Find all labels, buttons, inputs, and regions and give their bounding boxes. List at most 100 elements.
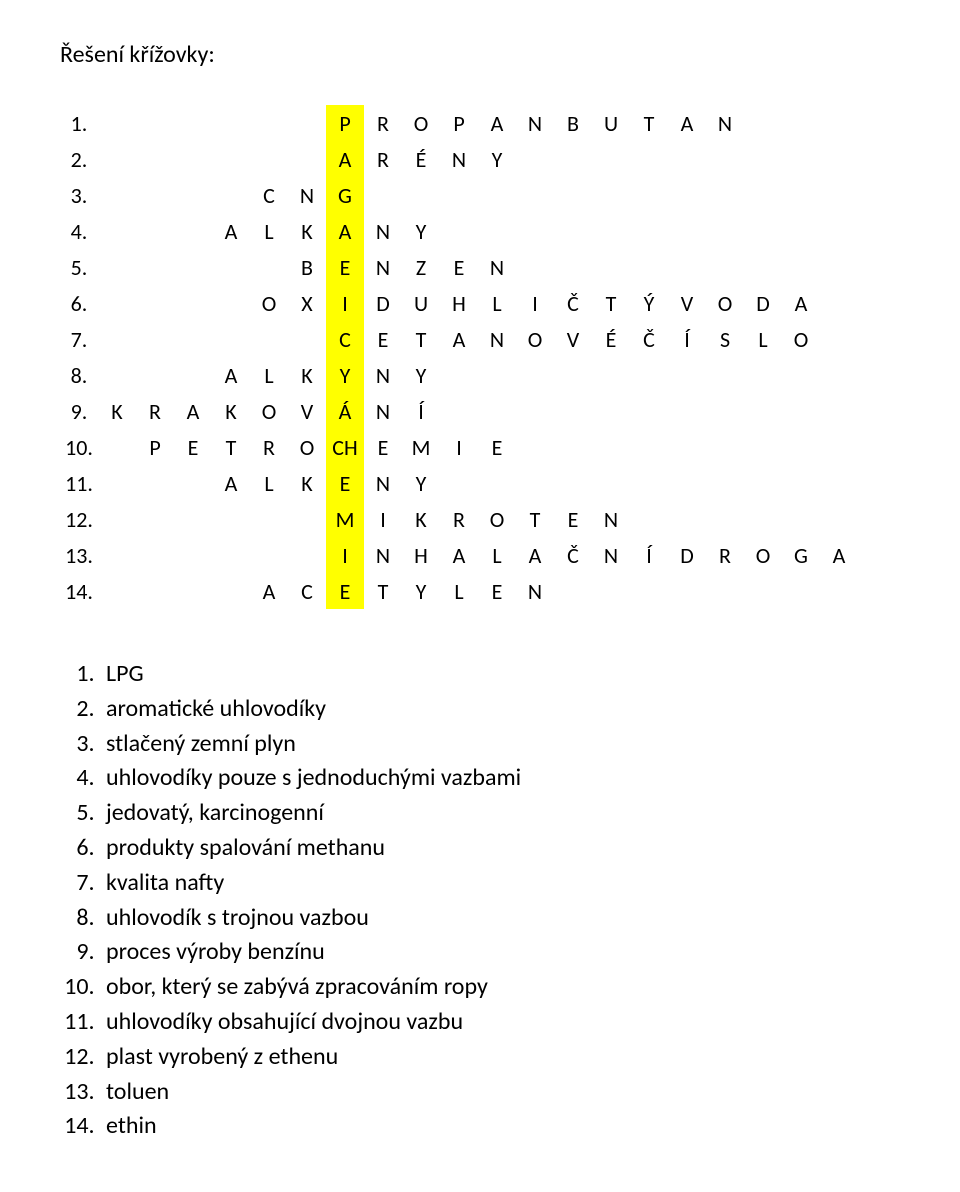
crossword-empty — [706, 141, 744, 177]
crossword-cell: A — [440, 321, 478, 357]
crossword-cell: R — [364, 105, 402, 141]
list-item: stlačený zemní plyn — [100, 727, 900, 762]
crossword-empty — [98, 573, 136, 609]
crossword-cell: A — [516, 537, 554, 573]
crossword-empty — [98, 213, 136, 249]
crossword-cell: E — [326, 465, 364, 501]
crossword-empty — [212, 141, 250, 177]
crossword-cell: O — [782, 321, 820, 357]
crossword-cell: A — [250, 573, 288, 609]
crossword-cell: E — [364, 429, 402, 465]
crossword-cell: N — [706, 105, 744, 141]
crossword-cell: U — [402, 285, 440, 321]
crossword-empty — [212, 249, 250, 285]
crossword-cell: I — [326, 285, 364, 321]
crossword-cell: N — [364, 357, 402, 393]
crossword-empty — [478, 177, 516, 213]
crossword-empty — [668, 357, 706, 393]
crossword-cell: S — [706, 321, 744, 357]
crossword-empty — [744, 213, 782, 249]
list-item: uhlovodíky obsahující dvojnou vazbu — [100, 1005, 900, 1040]
crossword-cell: G — [326, 177, 364, 213]
crossword-cell: L — [744, 321, 782, 357]
crossword-empty — [630, 357, 668, 393]
crossword-empty — [668, 573, 706, 609]
crossword-empty — [630, 213, 668, 249]
crossword-empty — [212, 177, 250, 213]
crossword-cell: K — [402, 501, 440, 537]
row-number: 8. — [60, 357, 98, 393]
table-row: 3.CNG — [60, 177, 858, 213]
crossword-cell: A — [326, 141, 364, 177]
row-number: 9. — [60, 393, 98, 429]
crossword-empty — [174, 357, 212, 393]
crossword-cell: Y — [402, 465, 440, 501]
row-number: 4. — [60, 213, 98, 249]
crossword-empty — [174, 285, 212, 321]
crossword-empty — [174, 573, 212, 609]
list-item: produkty spalování methanu — [100, 831, 900, 866]
crossword-cell: I — [516, 285, 554, 321]
crossword-cell: M — [402, 429, 440, 465]
crossword-empty — [136, 141, 174, 177]
crossword-empty — [250, 141, 288, 177]
crossword-empty — [630, 573, 668, 609]
crossword-cell: I — [440, 429, 478, 465]
crossword-cell: N — [288, 177, 326, 213]
crossword-empty — [668, 177, 706, 213]
crossword-empty — [250, 501, 288, 537]
crossword-empty — [706, 177, 744, 213]
table-row: 12.MIKROTEN — [60, 501, 858, 537]
clues-list: LPGaromatické uhlovodíkystlačený zemní p… — [60, 657, 900, 1144]
crossword-cell: O — [516, 321, 554, 357]
crossword-empty — [744, 177, 782, 213]
crossword-cell: Č — [630, 321, 668, 357]
crossword-cell: N — [516, 105, 554, 141]
crossword-empty — [516, 465, 554, 501]
crossword-cell: K — [98, 393, 136, 429]
crossword-grid: 1.PROPANBUTAN2.ARÉNY3.CNG4.ALKANY5.BENZE… — [60, 105, 858, 609]
row-number: 1. — [60, 105, 98, 141]
crossword-empty — [706, 573, 744, 609]
crossword-empty — [288, 537, 326, 573]
crossword-cell: O — [402, 105, 440, 141]
crossword-empty — [212, 501, 250, 537]
crossword-cell: N — [364, 537, 402, 573]
crossword-empty — [744, 465, 782, 501]
crossword-empty — [98, 357, 136, 393]
crossword-cell: N — [592, 537, 630, 573]
crossword-cell: B — [554, 105, 592, 141]
crossword-cell: A — [212, 465, 250, 501]
crossword-empty — [516, 141, 554, 177]
crossword-empty — [630, 141, 668, 177]
crossword-empty — [250, 321, 288, 357]
crossword-empty — [744, 573, 782, 609]
crossword-empty — [516, 429, 554, 465]
crossword-empty — [212, 537, 250, 573]
row-number: 11. — [60, 465, 98, 501]
crossword-cell: E — [554, 501, 592, 537]
row-number: 5. — [60, 249, 98, 285]
crossword-empty — [706, 393, 744, 429]
crossword-cell: Y — [402, 357, 440, 393]
crossword-empty — [98, 285, 136, 321]
crossword-cell: K — [288, 213, 326, 249]
crossword-cell: Í — [402, 393, 440, 429]
crossword-cell: N — [364, 393, 402, 429]
crossword-cell: Ý — [630, 285, 668, 321]
crossword-cell: L — [250, 357, 288, 393]
crossword-empty — [136, 213, 174, 249]
crossword-cell: T — [402, 321, 440, 357]
crossword-empty — [174, 213, 212, 249]
crossword-cell: X — [288, 285, 326, 321]
table-row: 11.ALKENY — [60, 465, 858, 501]
crossword-empty — [744, 249, 782, 285]
crossword-empty — [250, 249, 288, 285]
crossword-empty — [668, 141, 706, 177]
crossword-cell: Í — [630, 537, 668, 573]
crossword-empty — [592, 429, 630, 465]
row-number: 12. — [60, 501, 98, 537]
crossword-empty — [554, 177, 592, 213]
crossword-empty — [782, 393, 820, 429]
crossword-cell: E — [326, 573, 364, 609]
